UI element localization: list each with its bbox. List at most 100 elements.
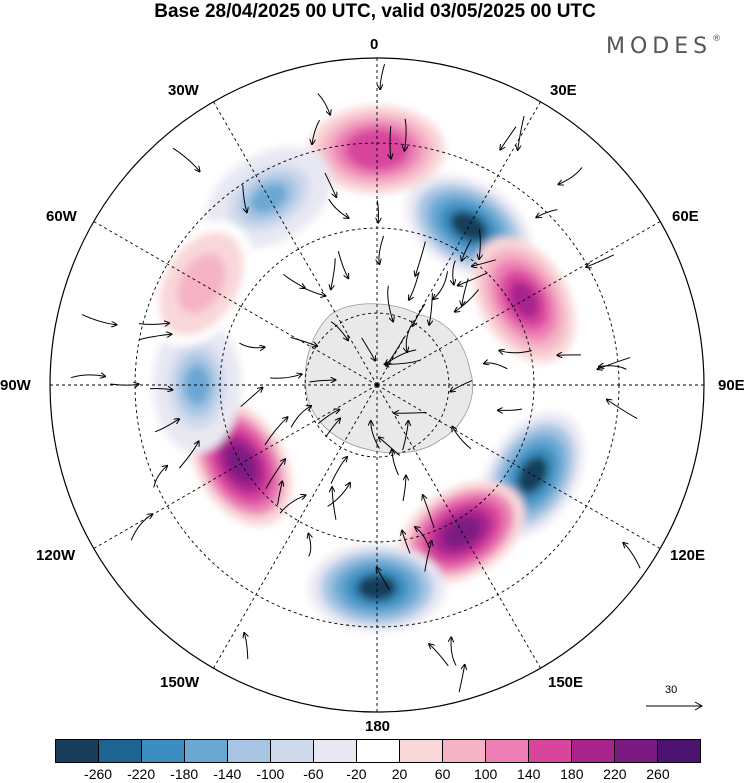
wind-streamline	[479, 229, 480, 259]
wind-streamline	[337, 250, 348, 278]
colorbar-swatch	[227, 740, 270, 762]
colorbar-swatch	[571, 740, 614, 762]
wind-streamline	[607, 400, 638, 419]
wind-streamline	[385, 349, 417, 364]
wind-streamline	[361, 337, 375, 361]
lon-label-30w: 30W	[168, 82, 199, 99]
wind-streamline	[155, 419, 179, 433]
wind-streamline	[499, 350, 532, 352]
colorbar-tick-label: 260	[646, 766, 670, 782]
wind-streamline	[450, 380, 473, 392]
colorbar-swatch	[141, 740, 184, 762]
wind-streamline	[558, 167, 583, 184]
wind-streamline	[330, 321, 348, 341]
wind-streamline	[452, 427, 472, 450]
polar-map	[49, 57, 705, 713]
wind-streamline	[283, 274, 305, 288]
colorbar-swatch	[614, 740, 657, 762]
wind-streamline	[328, 198, 349, 218]
modes-logo: MODES®	[606, 33, 722, 59]
wind-streamline	[324, 172, 336, 197]
wind-streamline	[149, 388, 172, 389]
lon-label-180: 180	[365, 718, 391, 735]
colorbar-swatch	[528, 740, 571, 762]
wind-streamline	[81, 314, 116, 325]
colorbar-swatch	[313, 740, 356, 762]
wind-streamline	[599, 366, 627, 370]
wind-streamline	[264, 417, 288, 446]
wind-streamline	[379, 235, 385, 264]
wind-streamline	[423, 495, 435, 529]
colorbar	[55, 739, 701, 763]
wind-streamline	[458, 665, 465, 693]
positive-anomaly-contour	[186, 265, 217, 303]
wind-streamline	[484, 363, 508, 370]
meridian-line	[93, 221, 378, 386]
wind-streamline	[312, 119, 320, 144]
wind-streamline	[239, 342, 264, 348]
reference-vector: 30	[645, 684, 705, 716]
wind-streamline	[317, 93, 330, 115]
wind-streamline	[153, 466, 167, 488]
colorbar-tick-label: 100	[473, 766, 498, 782]
colorbar-tick-label: 20	[391, 766, 408, 782]
colorbar-swatch	[56, 740, 98, 762]
colorbar-swatch	[485, 740, 528, 762]
negative-anomaly-contour	[517, 456, 548, 494]
meridian-line	[213, 384, 378, 669]
colorbar-swatch	[270, 740, 313, 762]
wind-streamline	[462, 278, 469, 305]
wind-streamline	[371, 421, 380, 449]
meridian-line	[376, 384, 541, 669]
colorbar-tick-label: -140	[213, 766, 242, 782]
lon-label-60e: 60E	[672, 208, 699, 225]
lon-label-150e: 150E	[548, 674, 584, 691]
colorbar-tick-label: -220	[127, 766, 156, 782]
lon-label-90e: 90E	[718, 377, 745, 394]
wind-streamline	[536, 209, 558, 218]
colorbar-tick-label: -100	[256, 766, 285, 782]
wind-streamline	[290, 336, 317, 346]
wind-streamline	[130, 514, 152, 541]
lon-label-60w: 60W	[46, 208, 77, 225]
wind-streamline	[172, 147, 200, 171]
lon-label-120e: 120E	[670, 547, 706, 564]
wind-streamline	[138, 323, 169, 324]
wind-streamline	[390, 126, 391, 158]
lon-label-90w: 90W	[0, 377, 31, 394]
colorbar-tick-label: 180	[560, 766, 584, 782]
wind-streamline	[70, 375, 105, 378]
reference-vector-label: 30	[665, 684, 678, 696]
negative-anomaly-contour	[250, 183, 288, 214]
wind-streamline	[377, 200, 378, 223]
negative-anomaly-contour	[357, 574, 397, 601]
lon-label-30e: 30E	[550, 82, 577, 99]
wind-streamline	[308, 534, 310, 557]
colorbar-tick-label: 220	[603, 766, 627, 782]
colorbar-tick-label: -20	[346, 766, 367, 782]
wind-streamline	[500, 126, 517, 150]
wind-streamline	[277, 481, 283, 506]
wind-streamline	[279, 495, 305, 514]
lon-label-150w: 150W	[160, 674, 200, 691]
colorbar-tick-label: -260	[84, 766, 113, 782]
wind-streamline	[404, 118, 406, 151]
lon-label-0: 0	[370, 36, 379, 53]
wind-streamline	[380, 63, 386, 89]
wind-streamline	[242, 184, 247, 212]
colorbar-tick-label: 60	[434, 766, 451, 782]
colorbar-swatch	[399, 740, 442, 762]
wind-streamline	[387, 285, 393, 322]
wind-streamline	[406, 325, 412, 352]
wind-streamline	[178, 441, 198, 469]
wind-streamline	[458, 272, 488, 286]
colorbar-tick-label: -180	[170, 766, 199, 782]
wind-streamline	[265, 459, 285, 490]
negative-anomaly-contour	[450, 211, 488, 242]
wind-streamline	[270, 374, 302, 379]
wind-streamline	[290, 406, 311, 428]
meridian-line	[93, 384, 378, 549]
map-title: Base 28/04/2025 00 UTC, valid 03/05/2025…	[154, 1, 596, 22]
wind-streamline	[412, 303, 426, 326]
colorbar-swatch	[98, 740, 141, 762]
